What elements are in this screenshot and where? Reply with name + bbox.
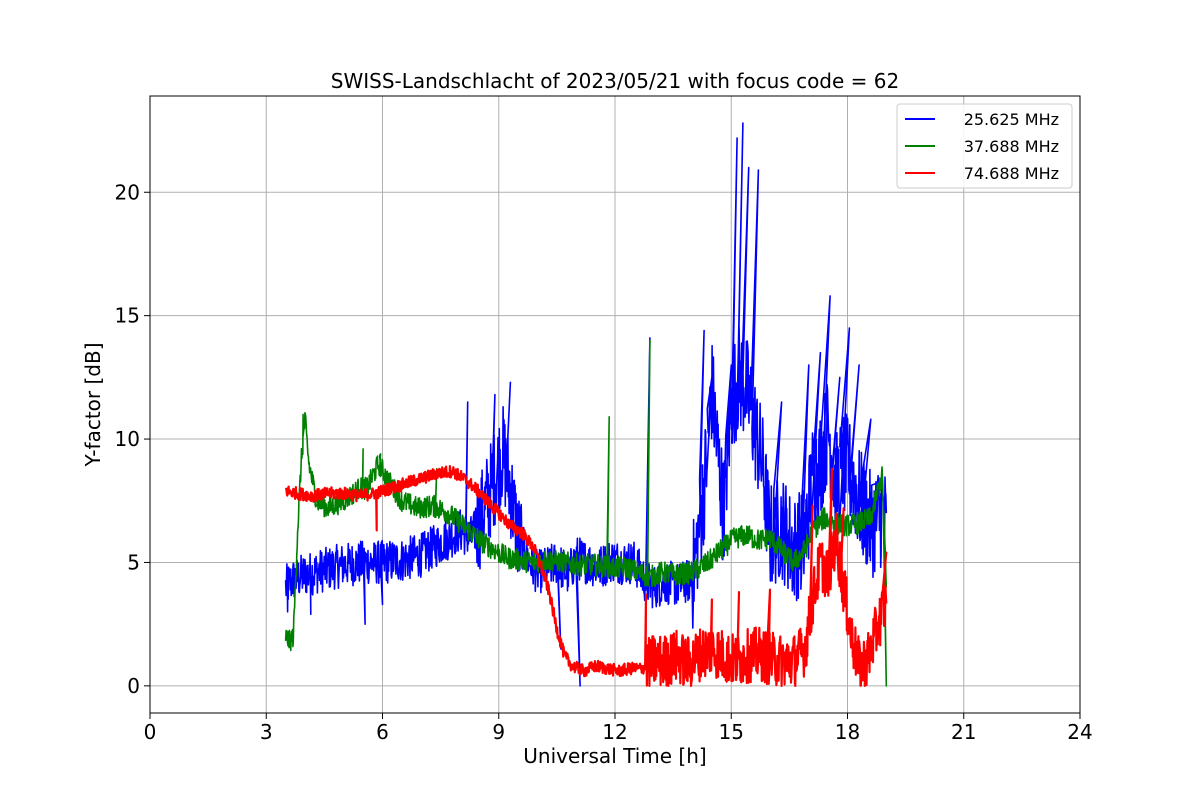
y-tick-label: 10 [115, 427, 140, 451]
x-tick-label: 21 [951, 720, 976, 744]
legend-entry: 37.688 MHz [964, 137, 1059, 156]
legend: 25.625 MHz 37.688 MHz 74.688 MHz [896, 103, 1073, 189]
plot-series [284, 122, 888, 687]
series-line [284, 465, 888, 687]
x-tick-label: 12 [602, 720, 627, 744]
x-tick-label: 9 [492, 720, 505, 744]
x-tick-label: 15 [719, 720, 744, 744]
x-tick-label: 24 [1067, 720, 1092, 744]
ticks: 0 3 6 9 12 15 18 21 24 0 5 10 15 20 [115, 180, 1093, 744]
x-tick-label: 6 [376, 720, 389, 744]
legend-box [896, 103, 1073, 189]
chart-title: SWISS-Landschlacht of 2023/05/21 with fo… [331, 69, 899, 93]
y-tick-label: 20 [115, 180, 140, 204]
x-axis-label: Universal Time [h] [523, 744, 706, 768]
x-tick-label: 0 [144, 720, 157, 744]
y-axis-label: Y-factor [dB] [81, 342, 105, 467]
y-tick-label: 5 [127, 550, 140, 574]
series-line [284, 339, 888, 687]
legend-entry: 74.688 MHz [964, 164, 1059, 183]
legend-entry: 25.625 MHz [964, 110, 1059, 129]
x-tick-label: 18 [835, 720, 860, 744]
y-tick-label: 0 [127, 674, 140, 698]
x-tick-label: 3 [260, 720, 273, 744]
y-tick-label: 15 [115, 304, 140, 328]
